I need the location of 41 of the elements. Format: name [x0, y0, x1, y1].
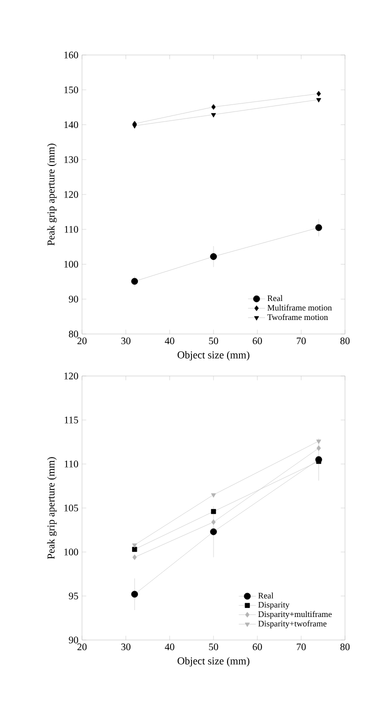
x-tick-label: 20: [77, 338, 87, 344]
x-tick-label: 30: [121, 338, 130, 344]
y-tick-label: 105: [64, 504, 78, 512]
x-tick-label: 80: [340, 338, 350, 344]
legend-label: Disparity: [258, 602, 290, 610]
y-tick-label: 120: [64, 372, 78, 380]
x-tick-label: 60: [252, 338, 262, 344]
y-axis-title: Peak grip aperture (mm): [47, 144, 57, 246]
x-tick-label: 50: [209, 338, 218, 344]
x-tick-label: 70: [296, 644, 306, 650]
y-axis-title: Peak grip aperture (mm): [47, 457, 57, 559]
x-tick-label: 80: [340, 644, 350, 650]
y-tick-label: 100: [64, 548, 78, 556]
y-tick-label: 150: [64, 86, 78, 94]
y-tick-label: 160: [64, 52, 78, 58]
x-tick-label: 20: [77, 644, 87, 650]
x-tick-label: 50: [209, 644, 218, 650]
y-tick-label: 90: [68, 636, 78, 644]
y-tick-label: 95: [68, 592, 78, 600]
y-tick-label: 130: [64, 156, 78, 163]
legend-label: Twoframe motion: [267, 314, 328, 320]
x-tick-label: 70: [296, 338, 306, 344]
y-tick-label: 110: [64, 460, 78, 468]
x-tick-label: 30: [121, 644, 130, 650]
legend-label: Disparity+multiframe: [258, 610, 332, 619]
y-tick-label: 115: [64, 416, 78, 424]
y-tick-label: 120: [64, 191, 78, 198]
x-tick-label: 40: [164, 338, 174, 344]
legend-label: Real: [268, 295, 283, 302]
legend-label: Multiframe motion: [268, 304, 332, 311]
legend-label: Real: [258, 592, 274, 598]
x-axis-title: Object size (mm): [178, 351, 250, 361]
x-tick-label: 60: [252, 644, 262, 650]
x-axis-title: Object size (mm): [178, 657, 250, 667]
x-tick-label: 40: [164, 644, 174, 650]
y-tick-label: 140: [64, 121, 78, 128]
y-tick-label: 100: [64, 260, 78, 268]
y-tick-label: 80: [68, 330, 78, 338]
y-tick-label: 110: [64, 226, 78, 233]
y-tick-label: 90: [68, 296, 78, 302]
legend-label: Disparity+twoframe: [258, 620, 326, 628]
